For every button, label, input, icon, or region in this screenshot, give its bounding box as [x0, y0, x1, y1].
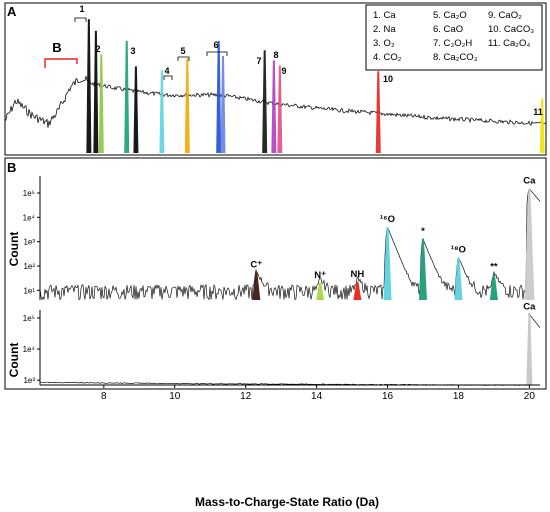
peak-label-2: NH — [351, 269, 365, 280]
peak-13 — [539, 98, 545, 153]
peak-marker-1: 1 — [79, 4, 84, 14]
x-tick-label: 12 — [240, 391, 252, 402]
peak-bracket — [177, 56, 190, 61]
lower-y-tick-label: 1e³ — [23, 376, 35, 385]
peak-marker-7: 7 — [256, 56, 261, 66]
upper-y-tick-label: 1e⁴ — [23, 213, 36, 222]
legend-entry: 1. Ca — [373, 10, 396, 21]
legend-entry: 7. C₃O₂H — [433, 38, 472, 49]
upper-y-axis-label: Count — [7, 232, 21, 267]
peak-label-1: N⁺ — [314, 270, 326, 281]
peak-marker-11: 11 — [533, 107, 543, 117]
bracket-b-label: B — [52, 40, 61, 55]
peak-fill-1 — [316, 282, 325, 300]
legend-entry: 5. Ca₂O — [433, 10, 467, 21]
peak-label-5: ¹⁸O — [451, 245, 466, 256]
peak-label-0: C⁺ — [250, 259, 262, 270]
peak-0 — [86, 19, 92, 154]
x-tick-label: 18 — [453, 391, 465, 402]
legend-entry: 11. Ca₂O₄ — [488, 38, 530, 49]
x-tick-label: 8 — [101, 391, 107, 402]
legend-entry: 3. O₂ — [373, 38, 395, 49]
lower-y-axis-label: Count — [7, 343, 21, 378]
legend-entry: 10. CaCO₃ — [488, 24, 534, 35]
peak-fill-7 — [524, 188, 535, 300]
panel-a-label: A — [7, 4, 17, 19]
x-tick-label: 20 — [524, 391, 536, 402]
peak-marker-8: 8 — [273, 50, 278, 60]
lower-y-tick-label: 1e⁴ — [23, 345, 36, 354]
legend-entry: 9. CaO₂ — [488, 10, 522, 21]
peak-bracket — [163, 75, 173, 80]
peak-fill-0 — [252, 272, 261, 300]
peak-marker-5: 5 — [180, 46, 185, 56]
x-axis: 8 10 12 14 16 18 20 — [40, 384, 540, 402]
peak-2 — [98, 54, 104, 153]
legend-entry: 2. Na — [373, 24, 396, 35]
peak-5 — [159, 70, 165, 153]
panel-b-upper-plot: 1e¹ 1e² 1e³ 1e⁴ 1e⁵ C⁺ N⁺ NH ¹⁶O * ¹⁸O ** Ca — [23, 176, 541, 301]
panel-a-peak-markers: 1 2 3 4 5 6 7 89 10 11 — [74, 4, 543, 117]
x-tick-label: 10 — [169, 391, 181, 402]
peak-12 — [375, 71, 381, 153]
lower-peak-label: Ca — [523, 301, 536, 312]
x-tick-label: 16 — [382, 391, 394, 402]
upper-y-tick-label: 1e³ — [23, 238, 35, 247]
upper-y-tick-label: 1e¹ — [23, 286, 35, 295]
peak-8 — [220, 55, 226, 154]
peak-bracket — [206, 51, 228, 56]
peak-fill-4 — [418, 238, 427, 300]
panel-b-label: B — [7, 160, 16, 175]
peak-bracket — [74, 17, 87, 22]
peak-marker-3: 3 — [130, 46, 135, 56]
peak-label-7: Ca — [523, 176, 536, 187]
peak-marker-9: 9 — [281, 66, 286, 76]
peak-9 — [262, 50, 268, 154]
peak-label-3: ¹⁶O — [380, 214, 395, 225]
peak-7 — [216, 41, 222, 154]
peak-3 — [124, 40, 130, 153]
peak-marker-2: 2 — [95, 44, 100, 54]
legend-entry: 4. CO₂ — [373, 52, 402, 63]
peak-marker-6: 6 — [213, 40, 218, 50]
legend-entry: 8. Ca₂CO₃ — [433, 52, 478, 63]
panel-a-legend: 1. Ca 5. Ca₂O 9. CaO₂ 2. Na 6. CaO 10. CaCO₃ 3… — [365, 4, 543, 71]
peak-10 — [271, 60, 277, 153]
peak-marker-4: 4 — [164, 66, 169, 76]
upper-y-tick-label: 1e⁵ — [23, 189, 35, 198]
peak-fill-2 — [353, 281, 362, 300]
peak-marker-10: 10 — [383, 74, 393, 84]
x-axis-label: Mass-to-Charge-State Ratio (Da) — [195, 495, 379, 509]
peak-11 — [277, 65, 283, 153]
peak-fill-5 — [454, 257, 463, 300]
peak-6 — [184, 58, 190, 153]
x-tick-label: 14 — [311, 391, 323, 402]
peak-fill-3 — [383, 227, 392, 300]
panel-a-peaks — [86, 19, 545, 154]
peak-label-6: ** — [490, 261, 498, 272]
peak-fill-6 — [489, 274, 498, 300]
lower-y-tick-label: 1e⁵ — [23, 314, 35, 323]
peak-4 — [133, 66, 139, 153]
legend-entry: 6. CaO — [433, 24, 463, 35]
peak-label-4: * — [421, 226, 425, 237]
lower-peak-fill — [526, 314, 533, 385]
panel-a: A 1 2 3 4 5 6 7 89 10 11 B 1. Ca 5. Ca₂O 9. CaO₂ 2. … — [4, 2, 547, 156]
peak-1 — [93, 30, 99, 154]
upper-y-tick-label: 1e² — [23, 262, 35, 271]
bracket-b — [44, 58, 78, 68]
